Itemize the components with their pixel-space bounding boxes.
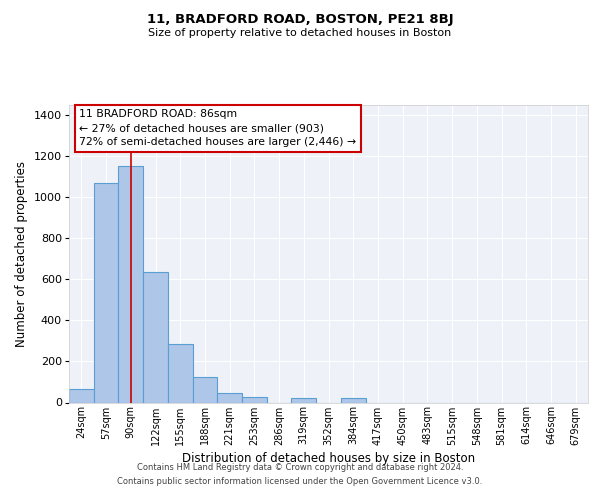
Text: Size of property relative to detached houses in Boston: Size of property relative to detached ho… — [148, 28, 452, 38]
X-axis label: Distribution of detached houses by size in Boston: Distribution of detached houses by size … — [182, 452, 475, 464]
Bar — [242, 398, 267, 402]
Text: Contains public sector information licensed under the Open Government Licence v3: Contains public sector information licen… — [118, 477, 482, 486]
Bar — [118, 166, 143, 402]
Bar — [143, 272, 168, 402]
Bar — [193, 377, 217, 402]
Bar — [217, 392, 242, 402]
Bar — [69, 389, 94, 402]
Text: Contains HM Land Registry data © Crown copyright and database right 2024.: Contains HM Land Registry data © Crown c… — [137, 464, 463, 472]
Bar — [341, 398, 365, 402]
Text: 11, BRADFORD ROAD, BOSTON, PE21 8BJ: 11, BRADFORD ROAD, BOSTON, PE21 8BJ — [146, 12, 454, 26]
Bar — [94, 183, 118, 402]
Text: 11 BRADFORD ROAD: 86sqm
← 27% of detached houses are smaller (903)
72% of semi-d: 11 BRADFORD ROAD: 86sqm ← 27% of detache… — [79, 110, 356, 148]
Bar — [292, 398, 316, 402]
Bar — [168, 344, 193, 403]
Y-axis label: Number of detached properties: Number of detached properties — [16, 161, 28, 347]
